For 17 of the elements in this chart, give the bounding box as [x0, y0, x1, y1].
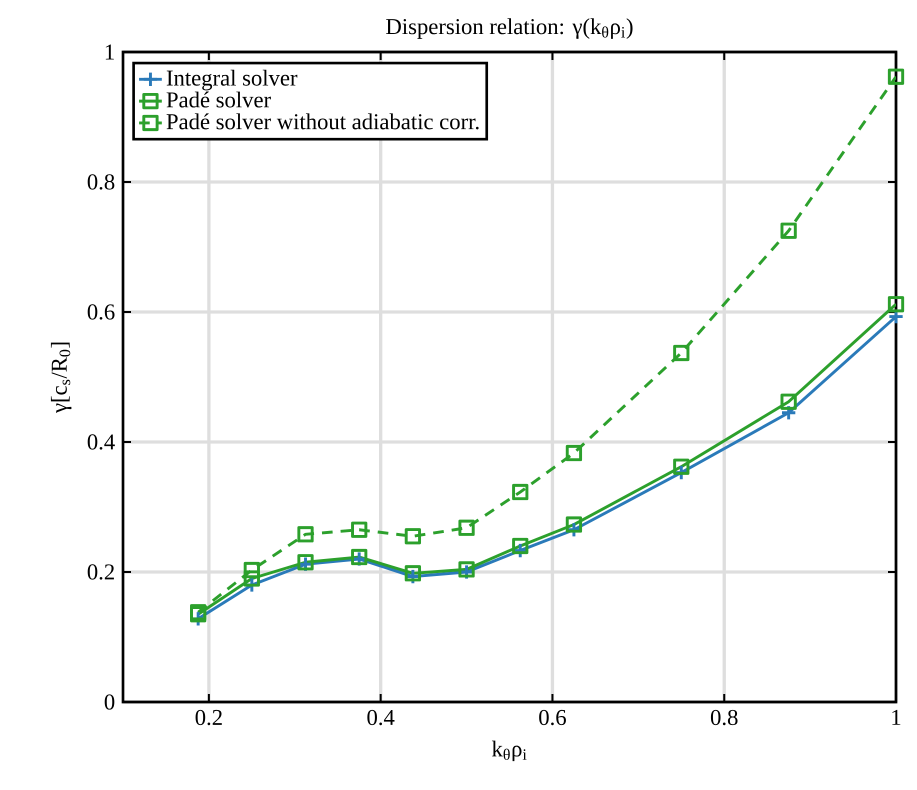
legend-label: Integral solver: [166, 70, 298, 90]
y-tick-label: 0: [104, 694, 114, 710]
y-tick-label: 0.8: [88, 174, 114, 190]
y-tick-label: 0.2: [88, 564, 114, 580]
x-tick-label: 0.8: [710, 710, 738, 726]
x-tick-label: 0.2: [196, 710, 222, 726]
x-axis-title: k$_{θ}$ρ$_{i}$: [492, 740, 527, 762]
chart-title: Dispersion relation: γ(k$_{θ}$ρ$_{i}$): [386, 18, 633, 39]
y-tick-label: 0.6: [88, 304, 115, 320]
x-tick-label: 0.6: [539, 710, 566, 726]
y-axis-title: γ[c$_{s}$/R$_{0}$]: [50, 342, 72, 414]
y-tick-label: 0.4: [88, 434, 115, 450]
x-tick-label: 0.4: [367, 710, 394, 726]
legend-label: Padé solver: [166, 92, 271, 108]
x-tick-label: 1: [892, 710, 900, 725]
legend-label: Padé solver without adiabatic corr.: [166, 113, 479, 130]
y-tick-label: 1: [106, 44, 114, 60]
